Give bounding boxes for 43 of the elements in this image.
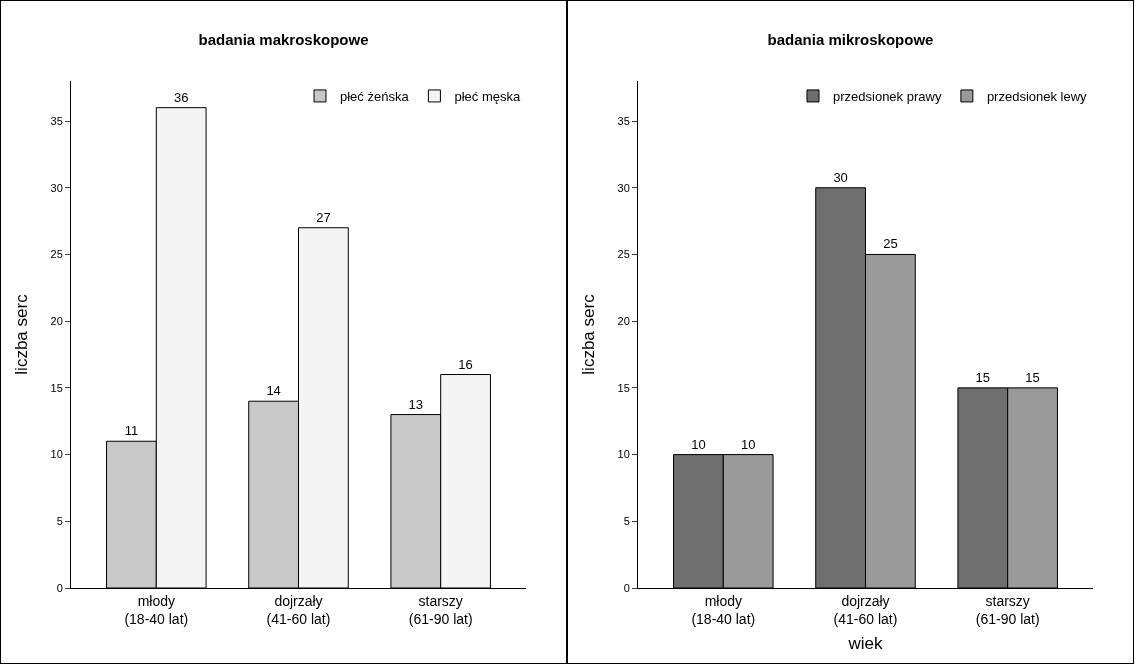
x-tick-label: dojrzały (41-60 lat) <box>266 592 331 627</box>
data-label: 14 <box>266 383 281 399</box>
legend-label: przedsionek prawy <box>833 89 942 105</box>
y-tick-label: 20 <box>50 315 63 328</box>
legend-label: płeć żeńska <box>340 89 410 105</box>
data-label: 30 <box>833 169 848 185</box>
chart-title: badania makroskopowe <box>198 30 369 48</box>
y-tick-label: 30 <box>617 181 630 194</box>
y-tick-label: 10 <box>50 448 63 461</box>
chart-title: badania mikroskopowe <box>767 30 934 48</box>
y-tick-label: 35 <box>50 114 63 127</box>
y-tick-label: 35 <box>617 114 630 127</box>
y-axis-title: liczba serc <box>12 293 31 375</box>
x-tick-label: dojrzały (41-60 lat) <box>833 592 898 627</box>
x-tick-label: młody (18-40 lat) <box>691 592 756 627</box>
data-label: 36 <box>173 89 189 105</box>
data-label: 25 <box>883 236 898 252</box>
data-label: 13 <box>408 396 424 412</box>
x-axis-title: wiek <box>847 634 883 653</box>
data-label: 11 <box>124 423 139 439</box>
legend-label: płeć męska <box>454 89 521 105</box>
y-tick-label: 0 <box>623 581 630 594</box>
x-tick-label: młody (18-40 lat) <box>124 592 189 627</box>
y-tick-label: 5 <box>623 515 630 528</box>
data-label: 10 <box>691 436 706 452</box>
y-tick-label: 15 <box>617 381 630 394</box>
y-tick-label: 10 <box>617 448 630 461</box>
y-tick-label: 20 <box>617 315 630 328</box>
legend-label: przedsionek lewy <box>986 89 1088 105</box>
y-tick-label: 25 <box>50 248 63 261</box>
data-label: 27 <box>316 209 331 225</box>
y-tick-label: 15 <box>50 381 63 394</box>
data-label: 15 <box>1025 369 1040 385</box>
y-tick-label: 25 <box>617 248 630 261</box>
data-label: 10 <box>740 436 756 452</box>
data-label: 16 <box>458 356 473 372</box>
y-axis-title: liczba serc <box>579 293 598 375</box>
x-tick-label: starszy (61-90 lat) <box>975 592 1040 627</box>
x-tick-label: starszy (61-90 lat) <box>408 592 473 627</box>
y-tick-label: 30 <box>50 181 63 194</box>
y-tick-label: 0 <box>56 581 63 594</box>
y-tick-label: 5 <box>56 515 63 528</box>
data-label: 15 <box>975 369 991 385</box>
